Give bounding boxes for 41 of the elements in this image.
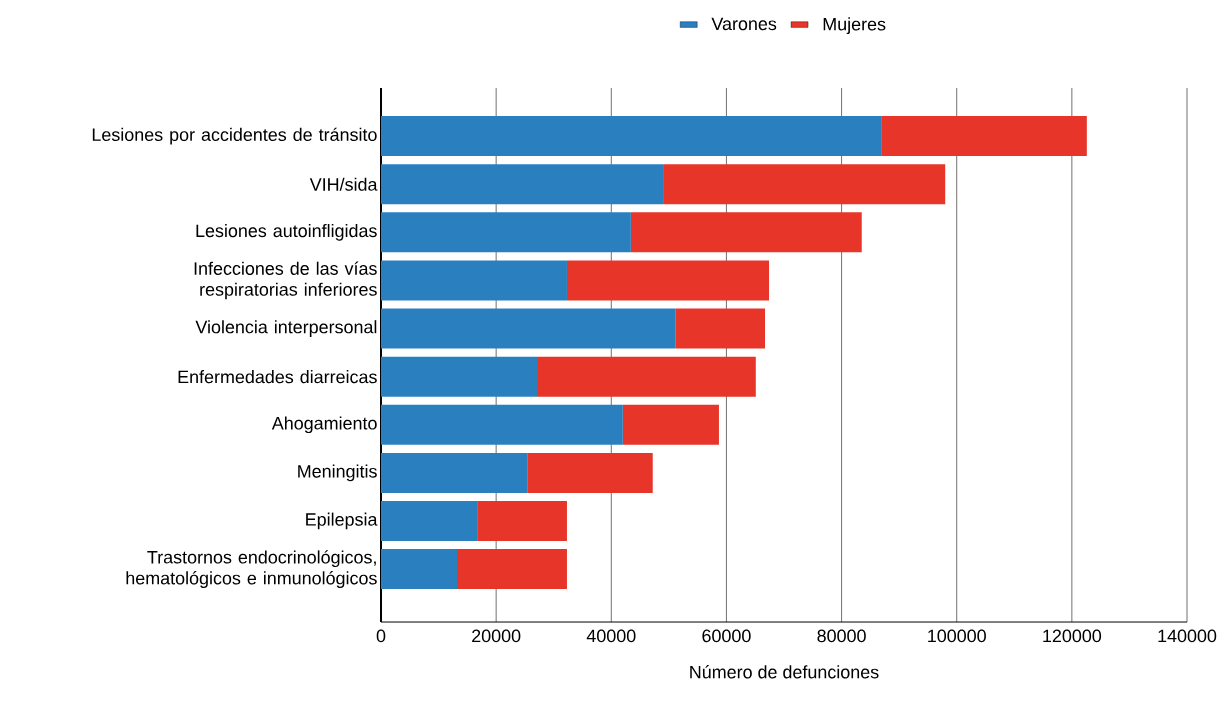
bar — [381, 549, 457, 590]
y-tick-label: Trastornos endocrinológicos, hematológicos e inmunológicos — [126, 550, 377, 589]
x-tick-label: 20000 — [472, 629, 521, 643]
y-tick-label: VIH/sida — [309, 177, 378, 191]
bar — [381, 164, 664, 205]
y-tick-label: Violencia interpersonal — [195, 320, 377, 337]
bar — [381, 500, 478, 541]
y-tick-label: Ahogamiento — [271, 416, 377, 434]
x-tick-label: 120000 — [1043, 629, 1102, 643]
legend-label: Mujeres — [823, 17, 886, 35]
bar — [381, 308, 676, 349]
bar — [622, 404, 719, 445]
x-axis-title: Número de defunciones — [690, 665, 879, 679]
bar — [663, 164, 946, 205]
y-tick-label: Enfermedades diarreicas — [178, 370, 377, 384]
bar — [630, 212, 862, 253]
x-tick-label: 0 — [376, 629, 386, 643]
y-tick-label: Meningitis — [298, 464, 377, 482]
x-tick-label: 100000 — [928, 629, 986, 643]
bar — [381, 404, 623, 445]
bar — [527, 452, 653, 493]
x-tick-label: 40000 — [586, 629, 636, 643]
bar — [457, 549, 567, 590]
bar — [566, 260, 770, 301]
x-tick-label: 60000 — [702, 629, 751, 643]
bar — [381, 356, 538, 397]
bar — [381, 116, 882, 157]
x-tick-label: 80000 — [817, 629, 866, 643]
bar — [381, 452, 528, 493]
y-tick-label: Lesiones por accidentes de tránsito — [92, 127, 377, 145]
bar — [381, 260, 567, 301]
bar — [675, 308, 766, 349]
bar — [477, 500, 567, 541]
bar — [537, 356, 756, 397]
x-tick-label: 140000 — [1158, 629, 1217, 643]
y-tick-label: Lesiones autoinfligidas — [196, 223, 377, 241]
legend-label: Varones — [711, 17, 777, 31]
y-tick-label: Infecciones de las vías respiratorias inferiores — [194, 261, 377, 300]
y-tick-label: Epilepsia — [306, 512, 378, 530]
bar — [381, 212, 631, 253]
bar — [881, 116, 1087, 157]
